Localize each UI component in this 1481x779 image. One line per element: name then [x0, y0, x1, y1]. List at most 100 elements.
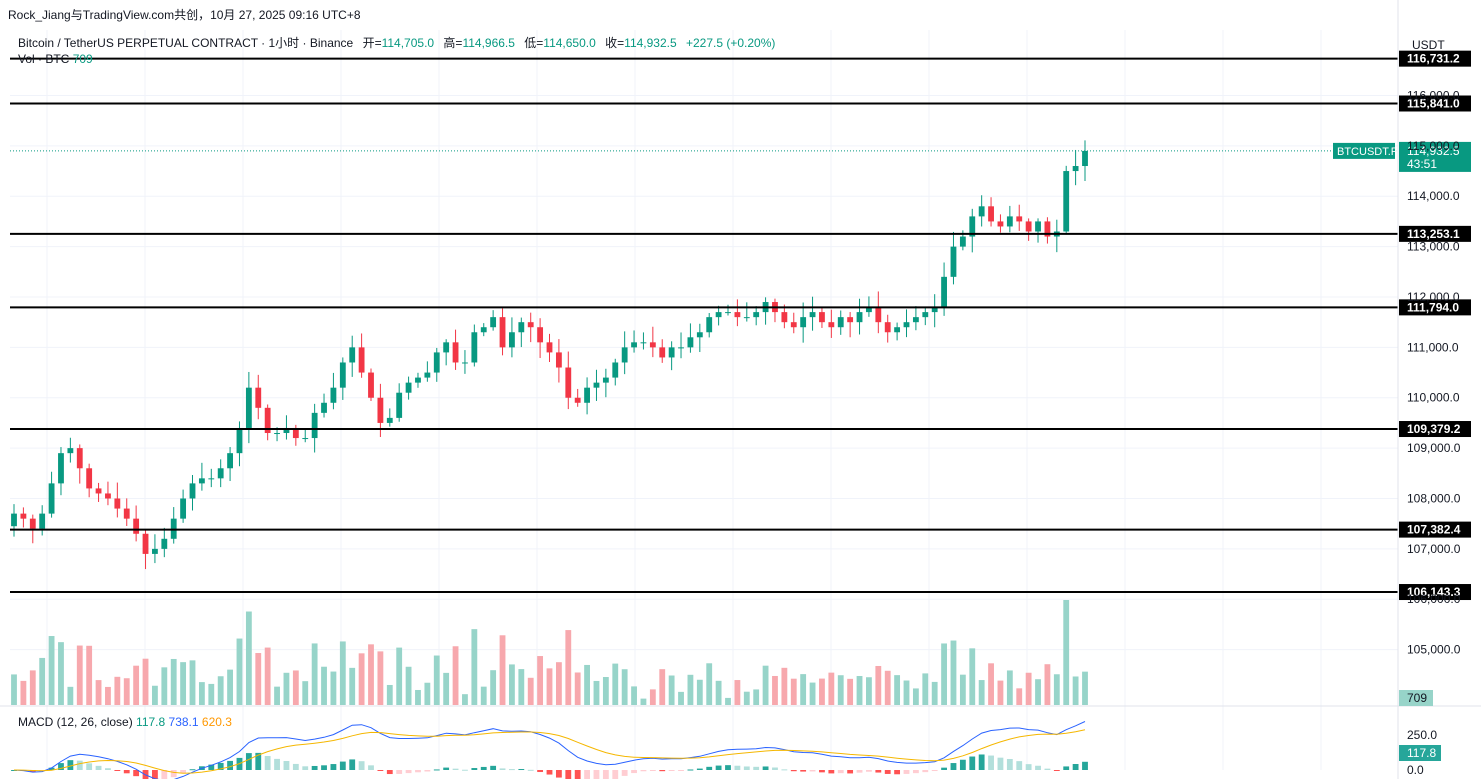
volume-bar	[274, 686, 280, 705]
candle-up	[386, 417, 393, 423]
level-label-bg	[1399, 225, 1471, 242]
macd-histogram-bar	[734, 765, 741, 770]
candle-up	[903, 322, 910, 328]
candle-up	[283, 427, 290, 434]
candle-down	[734, 312, 741, 318]
macd-histogram-bar	[67, 760, 74, 770]
last-price-label-bg	[1399, 141, 1471, 172]
candle-up	[894, 327, 901, 333]
candle-up	[668, 347, 675, 358]
candle-up	[678, 347, 684, 349]
volume-bar	[330, 671, 337, 705]
candle-up	[969, 216, 976, 237]
volume-bar	[518, 669, 525, 705]
high-label: 高=	[443, 36, 463, 50]
candle-up	[856, 312, 863, 323]
volume-bar	[894, 675, 901, 705]
candle-up	[321, 402, 327, 413]
volume-bar	[292, 670, 299, 705]
candle-down	[988, 206, 994, 222]
macd-line-value: 738.1	[168, 715, 199, 729]
macd-histogram-bar	[640, 770, 647, 772]
macd-histogram-bar	[48, 767, 55, 770]
candle-up	[518, 322, 525, 333]
macd-signal-line	[13, 729, 1086, 774]
price-tick-label: 108,000.0	[1407, 491, 1461, 505]
candle-up	[274, 433, 280, 435]
candle-down	[1044, 221, 1051, 237]
macd-label: MACD (12, 26, close)	[18, 715, 133, 729]
volume-bar	[227, 669, 233, 705]
candle-down	[997, 221, 1004, 227]
candle-up	[1082, 150, 1088, 167]
candle-up	[1006, 216, 1013, 227]
level-label-bg	[1399, 421, 1471, 438]
volume-bar	[762, 665, 769, 705]
candle-down	[649, 342, 656, 348]
volume-bar	[969, 648, 976, 705]
volume-bar	[499, 635, 506, 705]
volume-bar	[1035, 679, 1041, 705]
macd-histogram-bar	[499, 768, 506, 770]
candle-up	[48, 483, 55, 514]
candle-up	[415, 377, 421, 383]
candle-down	[884, 322, 891, 333]
volume-label: Vol · BTC	[18, 52, 70, 66]
macd-histogram-bar	[819, 770, 825, 773]
candle-up	[866, 307, 872, 313]
volume-bar	[1025, 672, 1032, 705]
candle-up	[302, 438, 309, 440]
candle-down	[875, 307, 882, 323]
volume-bar	[11, 674, 17, 705]
level-label-bg	[1399, 584, 1471, 601]
macd-histogram-bar	[678, 770, 684, 771]
candle-down	[123, 508, 130, 519]
candle-up	[837, 317, 844, 328]
price-axis: 105,000.0 106,000.0 107,000.0 108,000.0 109,…	[1397, 0, 1461, 779]
volume-bar	[631, 686, 637, 705]
grid-lines	[10, 30, 1398, 770]
volume-bar	[142, 658, 149, 705]
macd-histogram-bar	[433, 769, 440, 771]
candle-down	[1025, 221, 1032, 232]
candle-up	[931, 307, 938, 313]
volume-bar	[480, 686, 487, 705]
volume-bar	[734, 680, 741, 705]
macd-histogram-bar	[950, 763, 957, 770]
change-value: +227.5 (+0.20%)	[686, 36, 776, 50]
volume-bar	[424, 682, 431, 705]
volume-bar	[471, 629, 478, 705]
candle-down	[142, 533, 149, 554]
candle-up	[339, 362, 346, 388]
macd-histogram-bar	[415, 770, 421, 773]
candle-up	[39, 513, 46, 529]
macd-histogram-bar	[781, 769, 788, 771]
volume-bar	[856, 676, 863, 705]
macd-tick-label: 0.0	[1407, 763, 1424, 777]
candle-up	[208, 478, 215, 480]
price-tick-label: 106,000.0	[1407, 592, 1461, 606]
macd-histogram-bar	[584, 770, 590, 779]
close-value: 114,932.5	[624, 36, 677, 50]
macd-histogram-bar	[800, 770, 807, 772]
candle-down	[358, 347, 365, 373]
macd-histogram-bar	[828, 770, 835, 774]
candle-up	[621, 347, 628, 363]
price-tick-label: 109,000.0	[1407, 441, 1461, 455]
volume-bar	[875, 665, 882, 705]
macd-histogram-bar	[912, 770, 919, 774]
candle-down	[828, 322, 835, 328]
volume-bars	[11, 600, 1088, 705]
macd-histogram-bar	[76, 760, 83, 770]
macd-histogram-bar	[471, 768, 478, 770]
symbol-tag-bg	[1333, 142, 1395, 159]
volume-bar	[405, 666, 412, 705]
volume-bar	[847, 678, 854, 705]
candle-up	[443, 342, 450, 353]
candle-up	[424, 372, 431, 378]
volume-bar	[208, 683, 215, 705]
volume-bar	[377, 651, 384, 705]
volume-bar	[1053, 674, 1060, 705]
candle-down	[76, 448, 83, 469]
